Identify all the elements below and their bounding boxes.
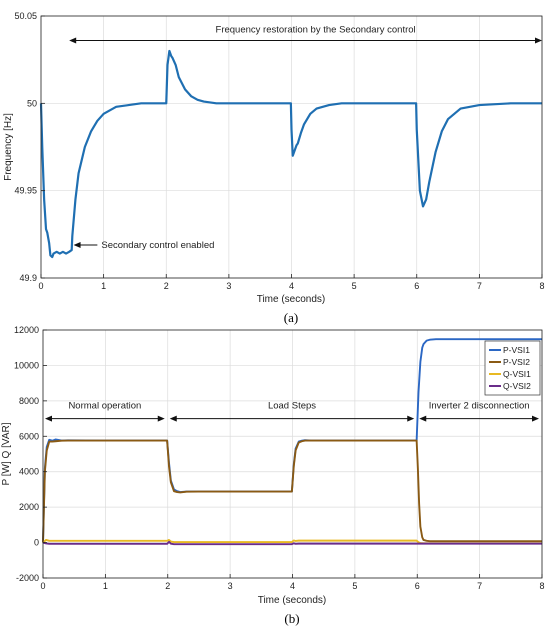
annotation-frequency-restoration-text: Frequency restoration by the Secondary c… <box>216 24 416 35</box>
y-axis-label-a: Frequency [Hz] <box>3 113 14 181</box>
legend-label-p-vsi2: P-VSI2 <box>503 357 530 367</box>
legend-label-q-vsi1: Q-VSI1 <box>503 369 531 379</box>
y-tick-label-b: 12000 <box>14 325 39 335</box>
annotations-b: Normal operation Load Steps Inverter 2 d… <box>45 401 539 422</box>
x-tick-label-b: 3 <box>228 581 233 591</box>
x-tick-label-b: 0 <box>40 581 45 591</box>
x-tick-label-a: 3 <box>226 281 231 291</box>
x-tick-label-a: 4 <box>289 281 294 291</box>
arrow-head-right <box>407 415 415 422</box>
series-line-p-vsi2 <box>42 439 542 543</box>
x-tick-label-b: 5 <box>352 581 357 591</box>
y-tick-label-b: -2000 <box>16 573 39 583</box>
y-tick-label-a: 50.05 <box>14 11 37 21</box>
x-tick-label-b: 1 <box>103 581 108 591</box>
x-tick-label-b: 6 <box>415 581 420 591</box>
x-tick-label-b: 7 <box>477 581 482 591</box>
x-tick-label-b: 8 <box>539 581 544 591</box>
annotation-inverter-disconnection-text: Inverter 2 disconnection <box>429 401 530 412</box>
legend-label-q-vsi2: Q-VSI2 <box>503 381 531 391</box>
x-tick-label-b: 2 <box>165 581 170 591</box>
legend-item-q-vsi1: Q-VSI1 <box>489 369 531 379</box>
annotation-normal-operation-text: Normal operation <box>68 401 141 412</box>
annotation-load-steps-text: Load Steps <box>268 401 316 412</box>
x-tick-label-a: 0 <box>38 281 43 291</box>
legend-item-q-vsi2: Q-VSI2 <box>489 381 531 391</box>
x-tick-label-b: 4 <box>290 581 295 591</box>
arrow-head-left <box>169 415 177 422</box>
chart-b: 0 1 2 3 4 5 6 7 8-200002000400060008000100001200… <box>1 325 545 626</box>
y-tick-label-b: 2000 <box>19 502 39 512</box>
x-axis-label-b: Time (seconds) <box>258 595 327 606</box>
arrow-head-right <box>535 37 542 44</box>
x-tick-label-a: 5 <box>352 281 357 291</box>
ticks-a: 0 1 2 3 4 5 6 7 8 49.9 49.95 50 50.05 <box>14 11 544 291</box>
x-tick-label-a: 2 <box>164 281 169 291</box>
legend-item-p-vsi2: P-VSI2 <box>489 357 530 367</box>
y-tick-label-b: 4000 <box>19 467 39 477</box>
annotation-frequency-restoration: Frequency restoration by the Secondary c… <box>69 24 542 44</box>
y-tick-label-a: 50 <box>27 98 37 108</box>
lines-b <box>42 338 542 546</box>
y-tick-label-b: 0 <box>34 538 39 548</box>
arrow-head-left <box>45 415 52 422</box>
arrow-head-right <box>532 415 539 422</box>
x-tick-label-a: 1 <box>101 281 106 291</box>
x-tick-label-a: 7 <box>477 281 482 291</box>
y-tick-label-b: 10000 <box>14 360 39 370</box>
y-tick-label-b: 8000 <box>19 396 39 406</box>
annotation-secondary-control-text: Secondary control enabled <box>101 240 214 251</box>
series-line-q-vsi2 <box>42 540 542 546</box>
y-tick-label-a: 49.9 <box>19 273 37 283</box>
panel-label-a: (a) <box>284 310 298 325</box>
arrow-head-right <box>157 415 165 422</box>
panel-label-b: (b) <box>284 611 299 626</box>
arrow-head-left <box>73 242 81 249</box>
chart-a: 0 1 2 3 4 5 6 7 8 49.9 49.95 50 50.05 Frequency rest… <box>3 11 545 325</box>
annotation-normal-operation: Normal operation <box>45 401 165 422</box>
arrow-head-left <box>419 415 427 422</box>
x-tick-label-a: 8 <box>539 281 544 291</box>
annotation-secondary-control: Secondary control enabled <box>73 240 214 251</box>
lines-a <box>39 49 542 259</box>
y-tick-label-b: 6000 <box>19 431 39 441</box>
y-axis-label-b: P [W] Q [VAR] <box>1 422 12 485</box>
annotation-inverter-disconnection: Inverter 2 disconnection <box>419 401 539 422</box>
legend-item-p-vsi1: P-VSI1 <box>489 345 530 355</box>
x-tick-label-a: 6 <box>414 281 419 291</box>
series-line-q-vsi1 <box>42 538 542 545</box>
y-tick-label-a: 49.95 <box>14 186 37 196</box>
series-line-frequency <box>39 49 542 259</box>
legend-b: P-VSI1 P-VSI2 Q-VSI1 Q-VSI2 <box>484 340 541 396</box>
legend-label-p-vsi1: P-VSI1 <box>503 345 530 355</box>
arrow-head-left <box>69 37 77 44</box>
annotation-load-steps: Load Steps <box>169 401 415 422</box>
x-axis-label-a: Time (seconds) <box>257 294 326 305</box>
ticks-b: 0 1 2 3 4 5 6 7 8-200002000400060008000100001200… <box>14 325 545 591</box>
